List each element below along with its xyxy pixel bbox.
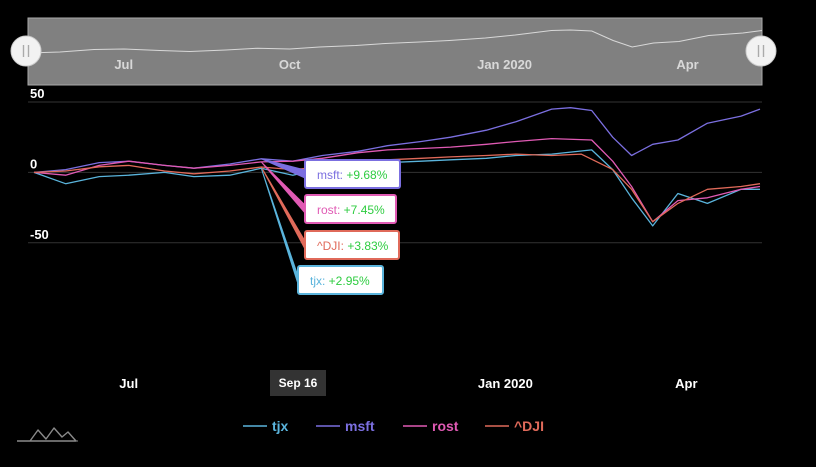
legend-item-tjx[interactable]: tjx xyxy=(243,418,289,434)
y-tick-label: 0 xyxy=(30,156,37,171)
pause-bars-icon xyxy=(22,45,30,57)
legend-label[interactable]: tjx xyxy=(272,418,289,434)
legend-label[interactable]: msft xyxy=(345,418,375,434)
navigator-right-handle[interactable] xyxy=(745,35,777,67)
tooltip-series-name: msft: xyxy=(317,168,346,182)
navigator-tick-jan-2020: Jan 2020 xyxy=(477,57,532,72)
navigator[interactable]: Jul Oct Jan 2020 Apr xyxy=(10,17,777,86)
tooltip-text: tjx: +2.95% xyxy=(310,274,370,288)
tooltip-box xyxy=(304,194,397,224)
date-label-box xyxy=(270,370,326,396)
navigator-series-line xyxy=(27,29,763,54)
x-tick-jan-2020: Jan 2020 xyxy=(478,376,533,391)
navigator-tick-apr: Apr xyxy=(676,57,698,72)
y-tick-label: -50 xyxy=(30,227,49,242)
tooltip-entry-rost: rost: +7.45% xyxy=(260,161,397,224)
tooltip-series-name: rost: xyxy=(317,203,344,217)
navigator-background xyxy=(27,17,763,86)
y-tick-label: 50 xyxy=(30,86,44,101)
tooltip-value: +7.45% xyxy=(344,203,385,217)
legend-label[interactable]: rost xyxy=(432,418,459,434)
tooltip-value: +3.83% xyxy=(347,239,388,253)
y-axis: 50 0 -50 xyxy=(30,86,49,242)
tooltip-series-name: tjx: xyxy=(310,274,329,288)
mountain-logo-icon xyxy=(17,427,78,442)
legend-item-dji[interactable]: ^DJI xyxy=(485,418,544,434)
logo-mountain-outline xyxy=(17,427,77,442)
crosshair-date-label: Sep 16 xyxy=(270,370,326,396)
navigator-left-handle[interactable] xyxy=(10,35,42,67)
legend-label[interactable]: ^DJI xyxy=(514,418,544,434)
tooltip-entry-tjx: tjx: +2.95% xyxy=(260,168,384,295)
handle-circle[interactable] xyxy=(10,35,42,67)
x-tick-apr: Apr xyxy=(675,376,697,391)
tooltip: msft: +9.68% rost: +7.45% ^DJI: +3.83% tjx:… xyxy=(260,158,401,396)
legend-item-rost[interactable]: rost xyxy=(403,418,459,434)
tooltip-text: ^DJI: +3.83% xyxy=(317,239,389,253)
x-tick-jul: Jul xyxy=(119,376,138,391)
navigator-tick-oct: Oct xyxy=(279,57,301,72)
tooltip-entry-dji: ^DJI: +3.83% xyxy=(260,166,400,260)
tooltip-value: +9.68% xyxy=(346,168,387,182)
series-line-dji xyxy=(33,153,761,223)
tooltip-box xyxy=(304,159,401,189)
series-lines xyxy=(33,107,761,227)
tooltip-value: +2.95% xyxy=(329,274,370,288)
series-line-tjx xyxy=(33,149,760,227)
legend: tjx msft rost ^DJI xyxy=(243,418,544,434)
handle-circle[interactable] xyxy=(745,35,777,67)
tooltip-series-name: ^DJI: xyxy=(317,239,347,253)
tooltip-box xyxy=(297,265,384,295)
tooltip-text: rost: +7.45% xyxy=(317,203,385,217)
pause-bars-icon xyxy=(757,45,765,57)
date-label-text: Sep 16 xyxy=(279,376,318,390)
tooltip-entry-msft: msft: +9.68% xyxy=(261,158,401,189)
tooltip-text: msft: +9.68% xyxy=(317,168,388,182)
legend-item-msft[interactable]: msft xyxy=(316,418,375,434)
navigator-tick-jul: Jul xyxy=(114,57,133,72)
tooltip-box xyxy=(304,230,400,260)
